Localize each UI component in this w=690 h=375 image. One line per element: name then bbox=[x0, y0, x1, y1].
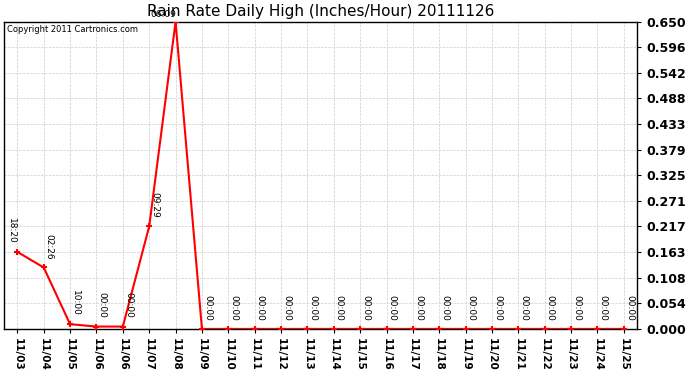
Text: 10:00: 10:00 bbox=[71, 290, 80, 316]
Text: 00:00: 00:00 bbox=[572, 295, 581, 321]
Text: 00:00: 00:00 bbox=[414, 295, 423, 321]
Text: 00:00: 00:00 bbox=[625, 295, 634, 321]
Text: 00:00: 00:00 bbox=[97, 292, 106, 318]
Text: 00:00: 00:00 bbox=[282, 295, 291, 321]
Text: 00:00: 00:00 bbox=[466, 295, 475, 321]
Text: 00:00: 00:00 bbox=[362, 295, 371, 321]
Text: 00:00: 00:00 bbox=[546, 295, 555, 321]
Text: 00:00: 00:00 bbox=[388, 295, 397, 321]
Text: 06:09: 06:09 bbox=[150, 10, 177, 19]
Text: 00:00: 00:00 bbox=[308, 295, 317, 321]
Text: Copyright 2011 Cartronics.com: Copyright 2011 Cartronics.com bbox=[8, 25, 138, 34]
Text: 00:00: 00:00 bbox=[335, 295, 344, 321]
Text: 00:00: 00:00 bbox=[598, 295, 608, 321]
Text: 00:00: 00:00 bbox=[256, 295, 265, 321]
Title: Rain Rate Daily High (Inches/Hour) 20111126: Rain Rate Daily High (Inches/Hour) 20111… bbox=[147, 4, 494, 19]
Text: 02:26: 02:26 bbox=[45, 234, 54, 259]
Text: 00:00: 00:00 bbox=[440, 295, 449, 321]
Text: 00:00: 00:00 bbox=[520, 295, 529, 321]
Text: 00:00: 00:00 bbox=[124, 292, 133, 318]
Text: 00:00: 00:00 bbox=[493, 295, 502, 321]
Text: 00:00: 00:00 bbox=[203, 295, 212, 321]
Text: 00:00: 00:00 bbox=[229, 295, 238, 321]
Text: 09:29: 09:29 bbox=[150, 192, 159, 218]
Text: 18:20: 18:20 bbox=[8, 218, 17, 243]
